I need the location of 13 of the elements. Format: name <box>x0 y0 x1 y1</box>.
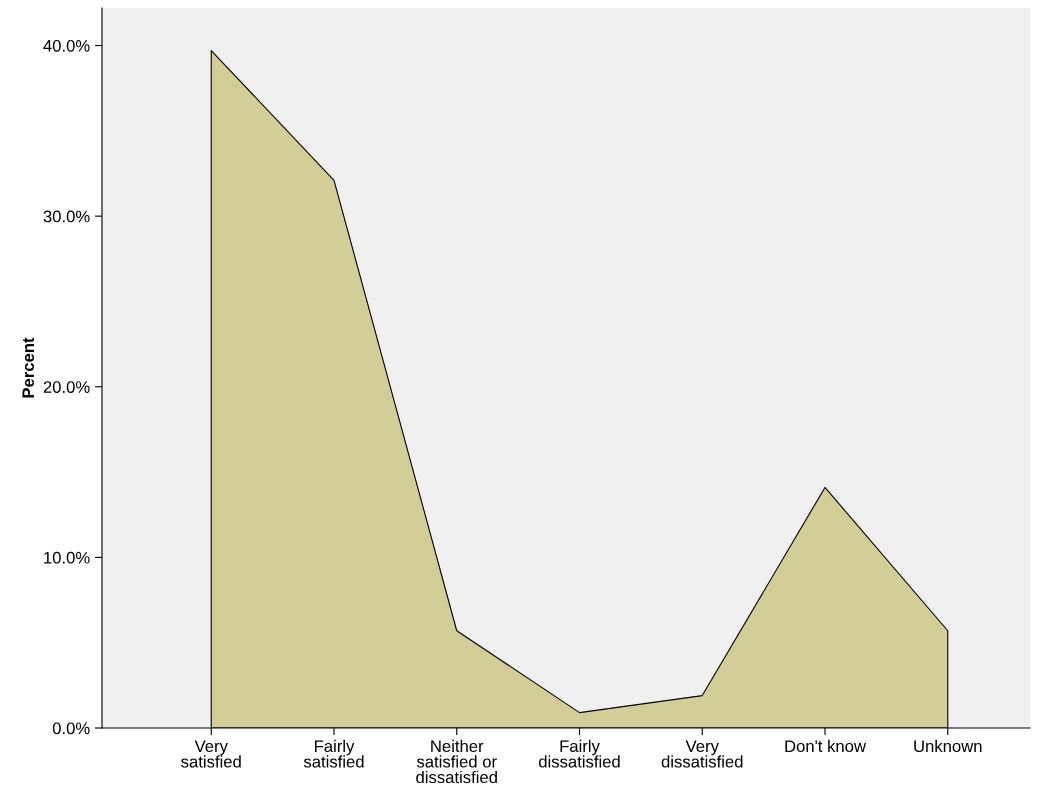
x-tick-label: Fairly satisfied <box>303 739 364 768</box>
y-tick-label: 30.0% <box>43 210 90 223</box>
x-tick-label: Very dissatisfied <box>661 740 743 768</box>
y-tick-label: 20.0% <box>43 381 90 393</box>
x-tick-label: Unknown <box>914 739 982 753</box>
x-tick-label: Very satisfied <box>181 740 241 768</box>
x-tick-label: Neither satisfied or dissatisfied <box>416 739 497 784</box>
x-tick-label: Fairly dissatisfied <box>538 739 620 768</box>
y-tick-label: 40.0% <box>43 39 90 52</box>
x-tick-label: Don't know <box>785 739 867 753</box>
y-tick-label: 10.0% <box>44 551 90 564</box>
y-axis-title: Percent <box>22 337 35 398</box>
y-tick-label: 0.0% <box>52 722 90 735</box>
